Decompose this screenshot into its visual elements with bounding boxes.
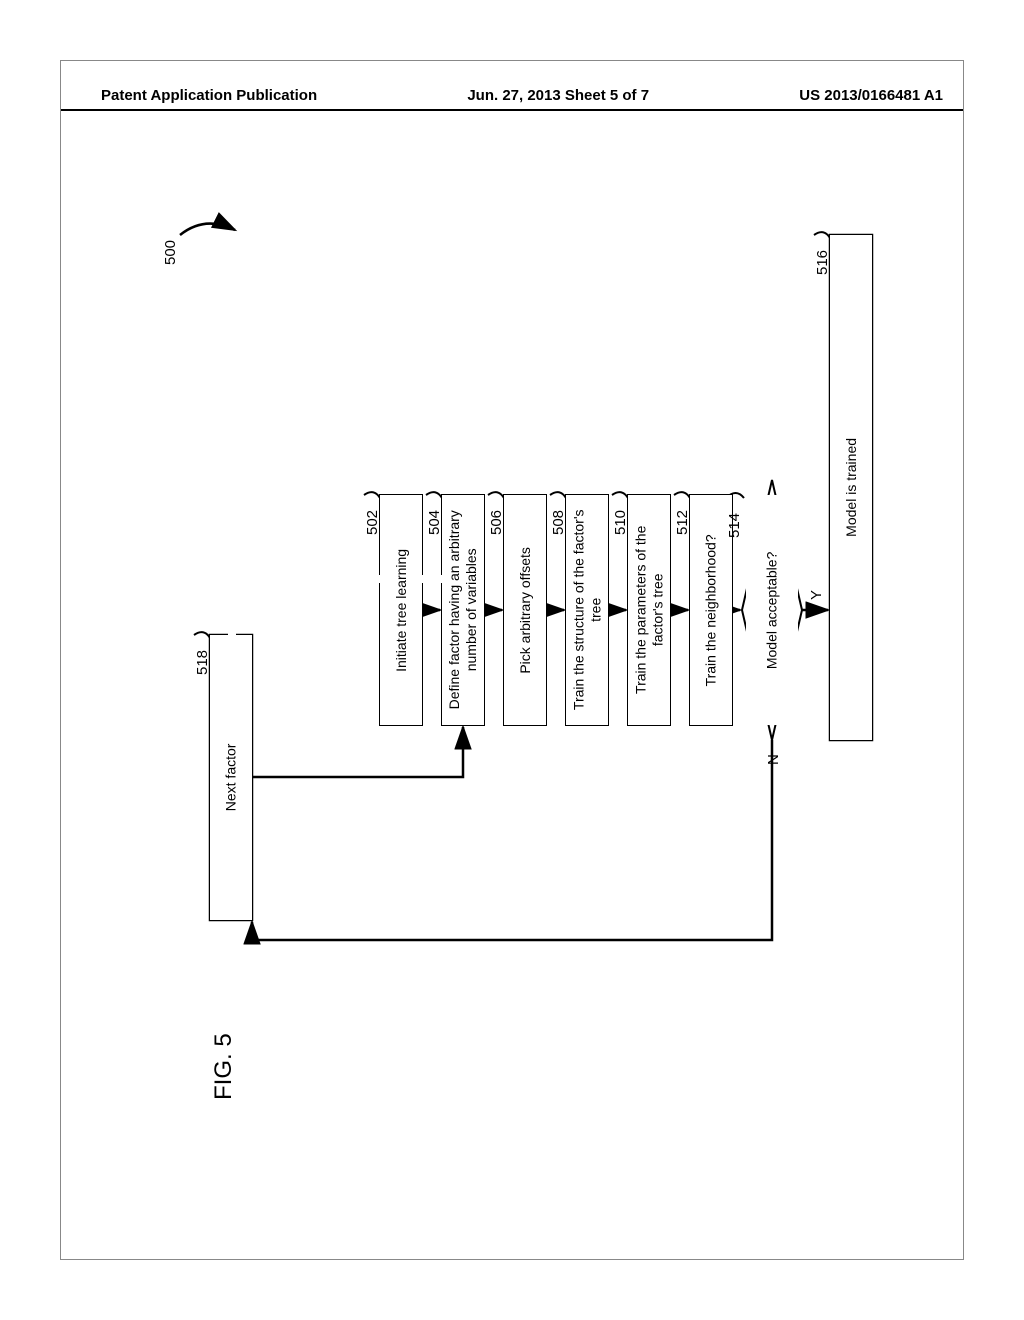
page-frame-2: Initiate tree learning Define factor hav… — [60, 60, 964, 1260]
l-512: 512 — [674, 510, 691, 535]
l-514: 514 — [726, 513, 743, 538]
t-512: Train the neighborhood? — [703, 534, 720, 686]
t-514: Model acceptable? — [764, 551, 781, 669]
l-502: 502 — [364, 510, 381, 535]
branch-Y: Y — [808, 590, 825, 600]
l-504: 504 — [426, 510, 443, 535]
figure-caption: FIG. 5 — [210, 1033, 238, 1100]
t-518: Next factor — [223, 744, 240, 812]
l-500: 500 — [162, 240, 179, 265]
l-508: 508 — [550, 510, 567, 535]
t-508: Train the structure of the factor's tree — [570, 510, 604, 711]
t-502: Initiate tree learning — [393, 549, 410, 672]
t-504: Define factor having an arbitrary number… — [446, 510, 480, 709]
l-506: 506 — [488, 510, 505, 535]
l-518: 518 — [194, 650, 211, 675]
branch-N: N — [765, 754, 782, 765]
flowchart: Initiate tree learning Define factor hav… — [150, 180, 890, 1200]
t-506: Pick arbitrary offsets — [517, 547, 534, 674]
l-516: 516 — [814, 250, 831, 275]
t-510: Train the parameters of the factor's tre… — [632, 526, 666, 694]
l-510: 510 — [612, 510, 629, 535]
t-516: Model is trained — [843, 438, 860, 537]
